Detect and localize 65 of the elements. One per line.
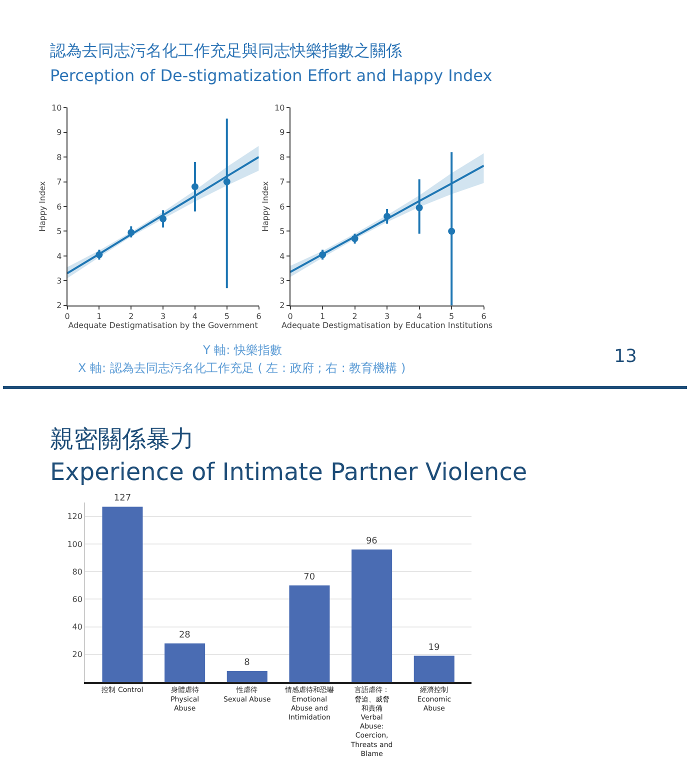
x-tick-label: 1 <box>96 312 102 322</box>
y-tick-label: 9 <box>56 128 62 138</box>
x-axis-title: Adequate Destigmatisation by the Government <box>68 321 258 330</box>
y-tick-label: 5 <box>56 227 62 236</box>
x-tick-label: 3 <box>384 312 390 322</box>
y-axis-title: Happy Index <box>261 181 270 232</box>
x-tick-label: 2 <box>352 312 358 322</box>
text: 13 <box>614 346 637 367</box>
y-tick-label: 4 <box>280 252 285 261</box>
x-tick-label: 0 <box>288 312 293 322</box>
x-tick-label: 0 <box>64 312 70 322</box>
bar <box>226 670 268 682</box>
x-axis-title: Adequate Destigmatisation by Education Institutions <box>282 321 493 330</box>
data-label: 96 <box>366 536 378 546</box>
y-tick-label: 2 <box>56 301 62 310</box>
y-tick-label: 6 <box>56 202 62 212</box>
x-tick-label: 5 <box>449 312 454 322</box>
data-label: 19 <box>428 642 440 653</box>
x-tick-label: 6 <box>481 312 486 322</box>
bar <box>164 643 206 682</box>
x-tick-label: 2 <box>128 312 134 322</box>
point <box>191 183 198 190</box>
chart-subtitle: Perception of De-stigmatization Effort and Happy Index <box>50 66 492 85</box>
y-tick-label: 3 <box>280 276 285 286</box>
text: X 軸: 認為去同志污名化工作充足 ( 左 : 政府 ; 右 : 教育機構 ) <box>78 361 406 375</box>
x-tick-label: 3 <box>160 312 166 322</box>
y-tick-label: 8 <box>280 152 285 162</box>
y-tick-label: 100 <box>67 540 82 549</box>
x-tick-label: 6 <box>256 312 262 322</box>
chart-subtitle: Experience of Intimate Partner Violence <box>50 458 528 486</box>
y-tick-label: 10 <box>274 103 285 112</box>
y-tick-label: 5 <box>280 227 285 236</box>
y-axis-title: Happy Index <box>38 181 48 232</box>
x-tick-label: 1 <box>320 312 326 322</box>
y-tick-label: 60 <box>72 594 82 604</box>
data-label: 127 <box>114 494 132 504</box>
chart-title: 認為去同志污名化工作充足與同志快樂指數之關係 <box>50 41 402 60</box>
data-label: 70 <box>304 572 316 582</box>
y-tick-label: 80 <box>72 567 82 576</box>
x-tick-label: 5 <box>224 312 230 322</box>
y-tick-label: 2 <box>280 301 285 310</box>
y-tick-label: 9 <box>280 128 285 138</box>
y-tick-label: 6 <box>280 202 285 212</box>
y-tick-label: 4 <box>56 252 62 261</box>
data-label: 28 <box>178 630 191 640</box>
bar <box>289 585 330 682</box>
y-tick-label: 40 <box>72 622 82 632</box>
chart-title: 親密關係暴力 <box>50 425 194 453</box>
bar <box>352 549 392 682</box>
y-tick-label: 120 <box>67 512 82 522</box>
bar <box>102 506 143 682</box>
y-tick-label: 8 <box>56 152 62 162</box>
x-tick-label: 4 <box>192 312 198 322</box>
y-tick-label: 10 <box>52 103 62 112</box>
text: Y 軸: 快樂指數 <box>202 343 282 357</box>
y-tick-label: 3 <box>56 276 62 286</box>
y-tick-label: 20 <box>72 650 82 660</box>
point <box>223 178 230 186</box>
data-label: 8 <box>244 658 250 668</box>
point <box>416 204 423 212</box>
y-tick-label: 7 <box>280 178 285 187</box>
y-tick-label: 7 <box>56 178 62 187</box>
bar <box>414 656 454 682</box>
x-tick-label: 4 <box>416 312 422 322</box>
point <box>448 228 456 235</box>
